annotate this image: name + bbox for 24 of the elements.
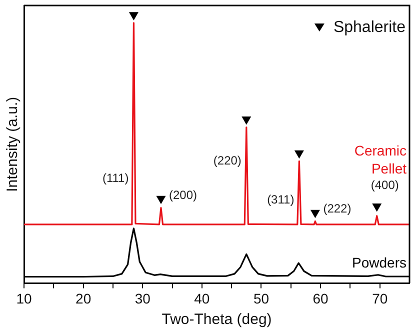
series-label: Powders xyxy=(352,254,406,270)
x-tick-label: 70 xyxy=(372,290,388,306)
x-tick-label: 40 xyxy=(194,290,210,306)
annotation: (200) xyxy=(169,188,198,202)
annotation: (220) xyxy=(213,153,242,168)
x-tick-label: 50 xyxy=(253,290,270,306)
point xyxy=(242,116,251,124)
x-tick-label: 60 xyxy=(312,290,329,306)
annotation: (311) xyxy=(267,192,294,206)
point xyxy=(156,196,166,204)
legend-label: Sphalerite xyxy=(333,18,406,36)
annotation: (111) xyxy=(102,170,129,185)
annotation: (400) xyxy=(370,178,399,192)
annotation: (222) xyxy=(323,202,352,216)
point xyxy=(372,203,382,212)
y-axis-title: Intensity (a.u.) xyxy=(4,96,22,192)
point xyxy=(294,150,304,158)
point xyxy=(129,12,138,20)
text: Ceramic Pellet xyxy=(354,142,407,176)
x-tick-label: 20 xyxy=(76,290,92,306)
x-tick-label: 10 xyxy=(16,290,32,306)
x-axis-title: Two-Theta (deg) xyxy=(162,311,272,328)
x-tick-label: 30 xyxy=(134,290,151,306)
point xyxy=(310,210,320,218)
